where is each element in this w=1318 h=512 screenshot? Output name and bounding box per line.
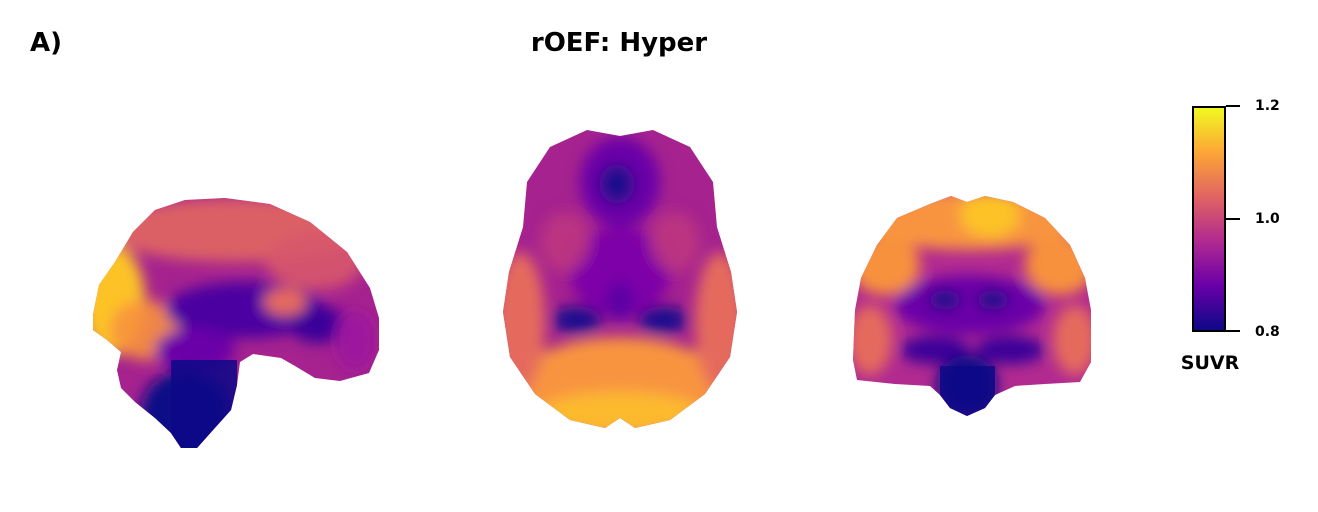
coronal-slice-image: [853, 196, 1091, 416]
colorbar-tick-top: [1226, 105, 1240, 107]
colorbar-tick-mid: [1226, 218, 1240, 220]
colorbar-tick-bottom: [1226, 330, 1240, 332]
colorbar-title: SUVR: [1180, 352, 1240, 374]
colorbar-tick-label: 0.8: [1255, 324, 1280, 340]
colorbar-tick-label: 1.2: [1255, 98, 1280, 114]
colorbar-tick-label: 1.0: [1255, 211, 1280, 227]
colorbar: [1192, 106, 1226, 332]
sagittal-slice-image: [93, 198, 379, 448]
panel-label: A): [30, 28, 63, 58]
axial-slice-image: [503, 130, 737, 428]
figure-title: rOEF: Hyper: [530, 28, 708, 58]
